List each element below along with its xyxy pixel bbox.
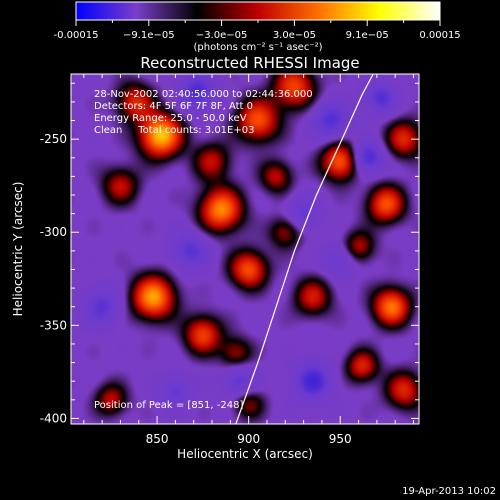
y-tick-label: -350 (40, 318, 67, 332)
peak-position-label: Position of Peak = [851, -248] (94, 400, 243, 411)
solar-limb-curve (235, 74, 374, 424)
colorbar-tick-labels: -0.00015 −9.1e−05 −3.0e−05 3.0e−05 9.1e−05 0.… (54, 30, 461, 41)
colorbar-tick-label: -0.00015 (54, 30, 99, 41)
colorbar-tick-label: 3.0e−05 (273, 30, 316, 41)
colorbar-tick-label: −9.1e−05 (123, 30, 175, 41)
plot-frame (70, 73, 420, 425)
x-axis-label: Heliocentric X (arcsec) (177, 447, 313, 461)
colorbar-tick-label: 9.1e−05 (346, 30, 389, 41)
colorbar-tick-label: 0.00015 (419, 30, 460, 41)
x-tick-label: 850 (146, 432, 169, 446)
colorbar-unit-label: (photons cm⁻² s⁻¹ asec⁻²) (193, 42, 322, 53)
y-tick-labels: -250 -300 -350 -400 (40, 132, 67, 425)
info-line: 28-Nov-2002 02:40:56.000 to 02:44:36.000 (94, 89, 313, 100)
x-tick-labels: 850 900 950 (146, 432, 352, 446)
timestamp: 19-Apr-2013 10:02 (402, 486, 496, 497)
x-tick-label: 900 (237, 432, 260, 446)
y-tick-label: -250 (40, 132, 67, 146)
info-block: 28-Nov-2002 02:40:56.000 to 02:44:36.000… (94, 89, 313, 136)
colorbar-ticks (75, 20, 441, 26)
colorbar (75, 1, 441, 21)
y-tick-label: -300 (40, 225, 67, 239)
heatmap-image (71, 74, 419, 424)
info-line: Clean Total counts: 3.01E+03 (94, 125, 254, 136)
axis-ticks (71, 74, 419, 424)
x-tick-label: 950 (329, 432, 352, 446)
y-axis-label: Heliocentric Y (arcsec) (11, 182, 25, 317)
info-line: Energy Range: 25.0 - 50.0 keV (94, 113, 247, 124)
chart-title: Reconstructed RHESSI Image (140, 54, 359, 72)
info-line: Detectors: 4F 5F 6F 7F 8F, Att 0 (94, 101, 253, 112)
y-tick-label: -400 (40, 411, 67, 425)
colorbar-tick-label: −3.0e−05 (196, 30, 248, 41)
